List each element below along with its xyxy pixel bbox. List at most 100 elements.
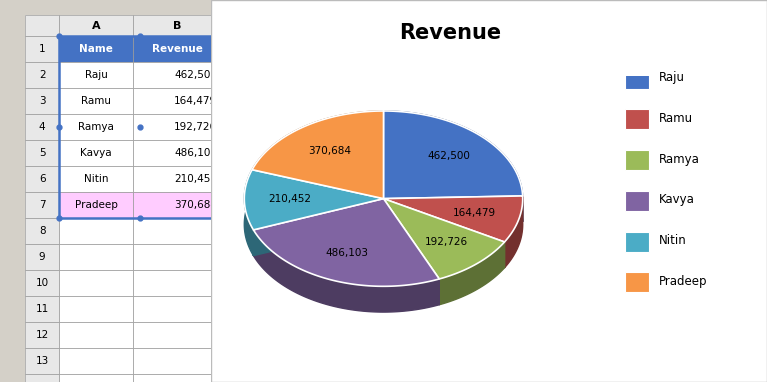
Polygon shape [384,196,522,242]
Bar [25,192,59,218]
Polygon shape [252,111,384,199]
Bar [25,114,59,140]
Bar [25,244,59,270]
Text: Ramya: Ramya [659,152,700,165]
Bar [625,232,649,252]
Bar [625,191,649,211]
Text: Kavya: Kavya [81,148,112,158]
Bar [625,272,649,293]
Text: 12: 12 [35,330,49,340]
Polygon shape [384,199,439,305]
Polygon shape [253,199,384,256]
Polygon shape [252,170,384,224]
Polygon shape [384,199,505,268]
Bar [25,166,59,192]
Polygon shape [439,242,505,305]
Text: 462,500: 462,500 [174,70,217,80]
Text: 4: 4 [39,122,45,132]
Text: Raju: Raju [659,71,685,84]
Bar [59,88,133,114]
Bar [59,15,133,36]
Bar [25,88,59,114]
Bar [59,348,133,374]
Bar [25,270,59,296]
Bar [59,270,133,296]
Text: 210,452: 210,452 [174,174,217,184]
Bar [59,322,133,348]
Text: 1: 1 [39,44,45,54]
Bar [133,36,222,62]
Text: 210,452: 210,452 [268,194,311,204]
Text: 7: 7 [39,200,45,210]
Bar [25,348,59,374]
Bar [133,114,222,140]
Bar [59,296,133,322]
Bar [133,62,222,88]
Bar [133,296,222,322]
Text: B: B [173,21,181,31]
Text: 370,684: 370,684 [174,200,217,210]
Text: Nitin: Nitin [84,174,108,184]
Bar [25,15,59,36]
Text: Name: Name [79,44,113,54]
Bar [133,348,222,374]
Polygon shape [384,196,522,224]
Text: 192,726: 192,726 [174,122,217,132]
Text: 9: 9 [39,252,45,262]
Bar [25,218,59,244]
Text: 11: 11 [35,304,49,314]
Polygon shape [253,230,439,312]
Text: Revenue: Revenue [152,44,202,54]
Polygon shape [384,199,439,305]
Bar [59,244,133,270]
Text: 6: 6 [39,174,45,184]
Bar [59,140,133,166]
Text: Kavya: Kavya [659,193,695,206]
Text: 164,479: 164,479 [174,96,217,106]
Text: 3: 3 [39,96,45,106]
Bar [59,218,133,244]
Polygon shape [384,111,522,199]
Bar [133,166,222,192]
Bar [133,244,222,270]
Bar [625,150,649,170]
Text: 192,726: 192,726 [424,237,467,247]
Polygon shape [252,170,384,224]
Polygon shape [505,196,522,268]
Bar [133,218,222,244]
Text: 370,684: 370,684 [308,146,351,156]
Polygon shape [252,111,384,196]
Polygon shape [253,199,439,286]
Bar [625,69,649,89]
Text: Ramu: Ramu [81,96,111,106]
Text: Nitin: Nitin [659,234,686,247]
Bar [25,36,59,62]
Bar [59,192,133,218]
Bar [59,374,133,382]
Bar [625,109,649,129]
Polygon shape [384,196,522,224]
Text: 164,479: 164,479 [453,208,495,218]
Text: 486,103: 486,103 [326,248,369,258]
Text: 2: 2 [39,70,45,80]
Bar [133,270,222,296]
Polygon shape [384,199,505,268]
Bar [59,114,133,140]
Polygon shape [384,199,505,279]
Bar [25,140,59,166]
Bar [25,296,59,322]
Text: 486,103: 486,103 [174,148,217,158]
Text: 10: 10 [35,278,49,288]
Bar [133,140,222,166]
Text: Revenue: Revenue [399,23,501,43]
Bar [133,15,222,36]
Polygon shape [245,170,253,256]
Text: Pradeep: Pradeep [659,275,707,288]
Text: Ramu: Ramu [659,112,693,125]
Text: Raju: Raju [84,70,107,80]
Text: 5: 5 [39,148,45,158]
Text: 13: 13 [35,356,49,366]
Bar [25,374,59,382]
Polygon shape [245,170,384,230]
Bar [59,62,133,88]
